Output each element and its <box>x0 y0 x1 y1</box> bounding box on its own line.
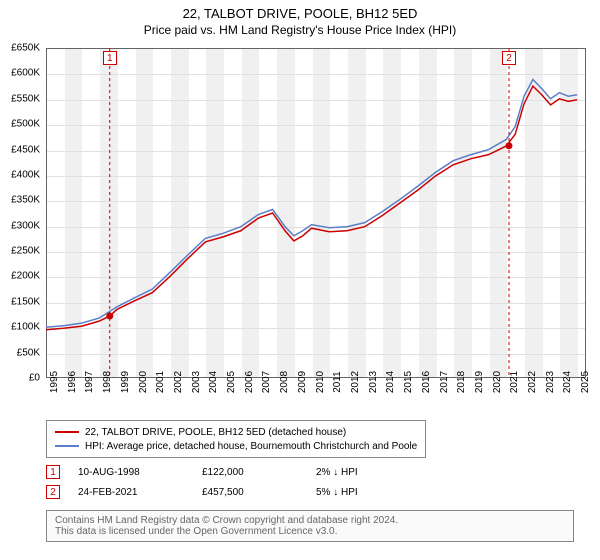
x-axis-label: 2014 <box>385 371 396 393</box>
y-axis-label: £550K <box>11 93 40 104</box>
x-axis-label: 2015 <box>403 371 414 393</box>
y-axis-label: £250K <box>11 246 40 257</box>
y-axis-label: £500K <box>11 119 40 130</box>
price-paid-row: 2 24-FEB-2021 £457,500 5% ↓ HPI <box>46 482 416 502</box>
legend-label: HPI: Average price, detached house, Bour… <box>85 441 417 452</box>
x-axis-label: 2017 <box>439 371 450 393</box>
x-axis-label: 2011 <box>332 371 343 393</box>
series-line <box>46 79 577 327</box>
page-subtitle: Price paid vs. HM Land Registry's House … <box>0 21 600 43</box>
x-axis-label: 2008 <box>279 371 290 393</box>
price-paid-marker: 1 <box>46 465 60 479</box>
chart: 1995199619971998199920002001200220032004… <box>46 48 586 378</box>
x-axis-label: 2024 <box>562 371 573 393</box>
x-axis-label: 2025 <box>580 371 591 393</box>
y-axis-label: £600K <box>11 68 40 79</box>
x-axis-label: 2000 <box>138 371 149 393</box>
x-axis-label: 2009 <box>297 371 308 393</box>
legend-swatch <box>55 431 79 433</box>
x-axis-label: 2020 <box>492 371 503 393</box>
x-axis-label: 2002 <box>173 371 184 393</box>
price-paid-row: 1 10-AUG-1998 £122,000 2% ↓ HPI <box>46 462 416 482</box>
price-paid-marker: 2 <box>46 485 60 499</box>
x-axis-label: 2019 <box>474 371 485 393</box>
page-title: 22, TALBOT DRIVE, POOLE, BH12 5ED <box>0 0 600 21</box>
x-axis-label: 1998 <box>102 371 113 393</box>
y-axis-label: £200K <box>11 271 40 282</box>
price-paid-price: £457,500 <box>202 487 312 498</box>
y-axis-label: £0 <box>29 373 40 384</box>
x-axis-label: 1999 <box>120 371 131 393</box>
x-axis-label: 1996 <box>67 371 78 393</box>
y-axis-label: £100K <box>11 322 40 333</box>
price-paid-table: 1 10-AUG-1998 £122,000 2% ↓ HPI 2 24-FEB-2021… <box>46 462 416 502</box>
x-axis-label: 2001 <box>155 371 166 393</box>
legend-swatch <box>55 445 79 447</box>
x-axis-label: 2018 <box>456 371 467 393</box>
x-axis-label: 2022 <box>527 371 538 393</box>
y-axis-label: £450K <box>11 144 40 155</box>
series-line <box>46 86 577 330</box>
x-axis-label: 2007 <box>261 371 272 393</box>
price-paid-date: 24-FEB-2021 <box>78 487 198 498</box>
x-axis-label: 2021 <box>509 371 520 393</box>
x-axis-label: 2003 <box>191 371 202 393</box>
legend-item: 22, TALBOT DRIVE, POOLE, BH12 5ED (detac… <box>55 425 417 439</box>
price-paid-hpi: 5% ↓ HPI <box>316 487 416 498</box>
x-axis-label: 2004 <box>208 371 219 393</box>
x-axis-label: 2013 <box>368 371 379 393</box>
legend: 22, TALBOT DRIVE, POOLE, BH12 5ED (detac… <box>46 420 426 458</box>
price-marker-label: 1 <box>103 51 117 65</box>
y-axis-label: £650K <box>11 43 40 54</box>
footer-credits: Contains HM Land Registry data © Crown c… <box>46 510 574 542</box>
price-paid-hpi: 2% ↓ HPI <box>316 467 416 478</box>
price-marker-dot <box>106 313 113 320</box>
y-axis-label: £150K <box>11 296 40 307</box>
footer-line: Contains HM Land Registry data © Crown c… <box>55 515 565 526</box>
price-marker-label: 2 <box>502 51 516 65</box>
x-axis-label: 2005 <box>226 371 237 393</box>
y-axis-label: £50K <box>17 347 40 358</box>
x-axis-label: 1997 <box>84 371 95 393</box>
x-axis-label: 2006 <box>244 371 255 393</box>
x-axis-label: 2010 <box>315 371 326 393</box>
x-axis-label: 2016 <box>421 371 432 393</box>
price-paid-date: 10-AUG-1998 <box>78 467 198 478</box>
price-paid-price: £122,000 <box>202 467 312 478</box>
x-axis-label: 1995 <box>49 371 60 393</box>
x-axis-label: 2023 <box>545 371 556 393</box>
y-axis-label: £350K <box>11 195 40 206</box>
footer-line: This data is licensed under the Open Gov… <box>55 526 565 537</box>
x-axis-label: 2012 <box>350 371 361 393</box>
y-axis-label: £300K <box>11 220 40 231</box>
y-axis-label: £400K <box>11 169 40 180</box>
legend-item: HPI: Average price, detached house, Bour… <box>55 439 417 453</box>
price-marker-dot <box>505 142 512 149</box>
legend-label: 22, TALBOT DRIVE, POOLE, BH12 5ED (detac… <box>85 427 346 438</box>
